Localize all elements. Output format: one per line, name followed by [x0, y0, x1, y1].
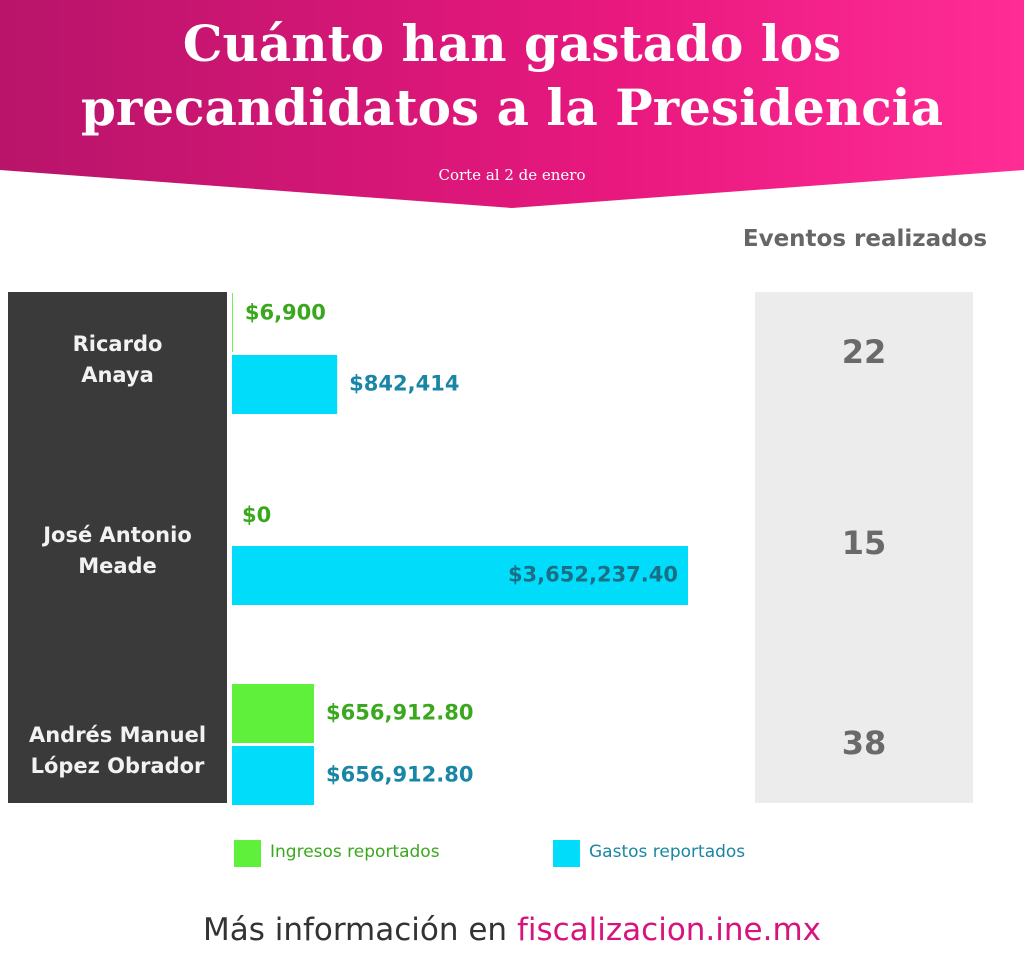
chart-title: Cuánto han gastado los precandidatos a l…	[80, 14, 944, 137]
value-label: $656,912.80	[326, 701, 473, 725]
category-label: José Antonio Meade	[43, 523, 192, 578]
value-label: $0	[242, 503, 271, 527]
events-title: Eventos realizados	[742, 226, 988, 252]
value-label: $842,414	[349, 372, 459, 396]
footer-link[interactable]: fiscalizacion.ine.mx	[516, 912, 822, 948]
events-value: 38	[841, 724, 887, 762]
category-label: Andrés Manuel López Obrador	[28, 723, 207, 778]
footer: Más información en fiscalizacion.ine.mx	[0, 912, 1024, 948]
events-value: 15	[841, 524, 887, 562]
bar	[232, 293, 233, 352]
value-label: $3,652,237.40	[508, 563, 678, 587]
legend-label: Gastos reportados	[589, 842, 746, 862]
footer-text: Más información en	[202, 912, 508, 948]
legend-swatch	[553, 840, 580, 867]
chart-subtitle: Corte al 2 de enero	[438, 166, 586, 184]
value-label: $656,912.80	[326, 763, 473, 787]
bar	[232, 355, 338, 414]
value-label: $6,900	[245, 301, 326, 325]
header-background	[0, 0, 1024, 208]
events-column	[755, 292, 973, 803]
header-band	[0, 0, 1024, 208]
bar	[232, 546, 688, 605]
bar	[232, 746, 315, 805]
events-value: 22	[841, 333, 887, 371]
legend-label: Ingresos reportados	[270, 842, 440, 862]
legend-swatch	[234, 840, 261, 867]
category-label: Ricardo Anaya	[72, 332, 163, 387]
category-column	[8, 292, 227, 803]
bar	[232, 684, 315, 743]
